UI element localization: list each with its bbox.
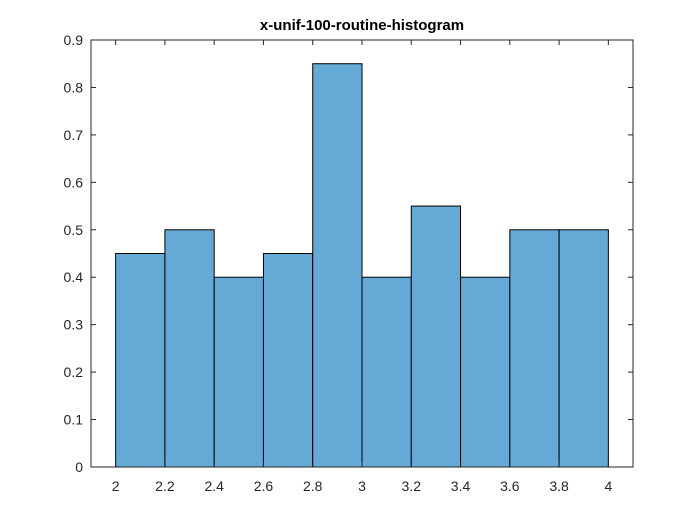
y-tick-label: 0.6 bbox=[64, 174, 84, 190]
x-tick-label: 2.8 bbox=[303, 478, 323, 494]
x-tick-label: 3 bbox=[358, 478, 366, 494]
x-tick-label: 3.6 bbox=[500, 478, 520, 494]
x-tick-label: 2 bbox=[112, 478, 120, 494]
histogram-bar-2 bbox=[164, 229, 215, 468]
x-tick-label: 2.6 bbox=[254, 478, 274, 494]
y-tick-label: 0.4 bbox=[64, 269, 84, 285]
histogram-bar-4 bbox=[262, 253, 314, 468]
x-tick-label: 3.4 bbox=[451, 478, 471, 494]
histogram-bar-6 bbox=[361, 276, 412, 468]
x-tick-label: 2.2 bbox=[155, 478, 175, 494]
y-tick-label: 0.2 bbox=[64, 364, 84, 380]
histogram-bar-3 bbox=[213, 276, 264, 468]
histogram-bar-1 bbox=[115, 253, 166, 468]
y-tick-label: 0.9 bbox=[64, 32, 84, 48]
x-tick-label: 3.8 bbox=[549, 478, 569, 494]
histogram-bar-8 bbox=[460, 276, 511, 468]
chart-title: x-unif-100-routine-histogram bbox=[260, 17, 464, 34]
histogram-bar-5 bbox=[312, 63, 363, 468]
y-tick-label: 0.3 bbox=[64, 317, 84, 333]
tick-labels-layer: 2 2.2 2.4 2.6 2.8 3 3.2 3.4 3.6 3.8 4 0 0.1 0.2 0.3 0.4… bbox=[64, 32, 613, 494]
y-tick-label: 0.8 bbox=[64, 79, 84, 95]
y-tick-label: 0.7 bbox=[64, 127, 84, 143]
x-tick-label: 3.2 bbox=[402, 478, 422, 494]
y-tick-label: 0.1 bbox=[64, 412, 84, 428]
histogram-bar-7 bbox=[410, 205, 462, 468]
histogram-bar-9 bbox=[509, 229, 560, 468]
x-tick-label: 2.4 bbox=[204, 478, 224, 494]
histogram-bar-10 bbox=[558, 229, 609, 468]
ticks-layer bbox=[91, 39, 633, 468]
y-tick-label: 0.5 bbox=[64, 222, 84, 238]
bars-layer bbox=[115, 63, 609, 468]
y-tick-label: 0 bbox=[75, 459, 83, 475]
x-tick-label: 4 bbox=[604, 478, 612, 494]
